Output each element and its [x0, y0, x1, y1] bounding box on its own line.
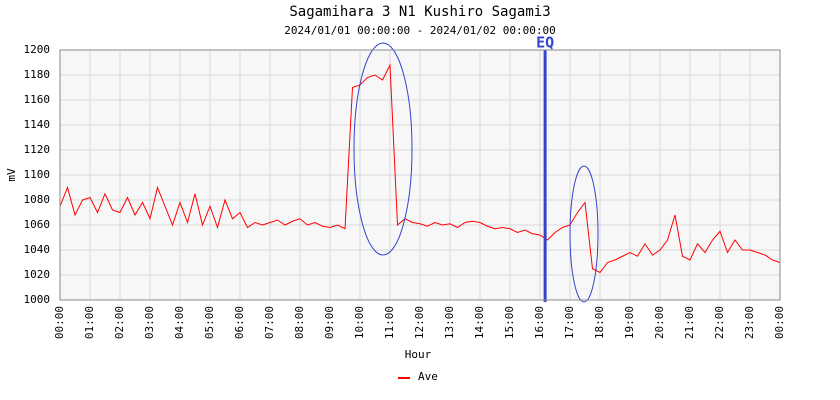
y-tick-label: 1080 [24, 193, 51, 206]
plot-frame [59, 49, 781, 301]
x-tick-label: 03:00 [143, 306, 156, 339]
y-tick-label: 1060 [24, 218, 51, 231]
event-label: EQ [536, 34, 554, 52]
y-tick-label: 1200 [24, 43, 51, 56]
x-tick-label: 21:00 [683, 306, 696, 339]
y-tick-label: 1120 [24, 143, 51, 156]
x-tick-label: 07:00 [263, 306, 276, 339]
x-tick-label: 00:00 [773, 306, 786, 339]
x-tick-label: 23:00 [743, 306, 756, 339]
y-axis-label: mV [5, 168, 18, 182]
chart-title: Sagamihara 3 N1 Kushiro Sagami3 [289, 4, 550, 20]
x-tick-label: 09:00 [323, 306, 336, 339]
y-tick-label: 1040 [24, 243, 51, 256]
x-tick-label: 20:00 [653, 306, 666, 339]
x-tick-label: 13:00 [443, 306, 456, 339]
x-tick-label: 01:00 [83, 306, 96, 339]
x-tick-label: 18:00 [593, 306, 606, 339]
x-tick-label: 11:00 [383, 306, 396, 339]
x-tick-label: 06:00 [233, 306, 246, 339]
y-tick-label: 1180 [24, 68, 51, 81]
y-tick-label: 1000 [24, 293, 51, 306]
x-tick-label: 10:00 [353, 306, 366, 339]
x-tick-label: 00:00 [53, 306, 66, 339]
data-line [59, 63, 781, 274]
y-tick-label: 1020 [24, 268, 51, 281]
y-tick-label: 1100 [24, 168, 51, 181]
y-tick-label: 1140 [24, 118, 51, 131]
highlight-ellipse [353, 42, 413, 256]
x-axis-label: Hour [405, 348, 432, 361]
y-tick-label: 1160 [24, 93, 51, 106]
x-tick-label: 19:00 [623, 306, 636, 339]
x-tick-label: 08:00 [293, 306, 306, 339]
highlight-ellipse [569, 165, 599, 303]
legend-label: Ave [418, 370, 438, 383]
chart-subtitle: 2024/01/01 00:00:00 - 2024/01/02 00:00:0… [284, 24, 556, 37]
x-tick-label: 15:00 [503, 306, 516, 339]
x-tick-label: 12:00 [413, 306, 426, 339]
x-tick-label: 05:00 [203, 306, 216, 339]
x-tick-label: 04:00 [173, 306, 186, 339]
x-tick-label: 02:00 [113, 306, 126, 339]
x-tick-label: 16:00 [533, 306, 546, 339]
x-tick-label: 14:00 [473, 306, 486, 339]
x-tick-label: 17:00 [563, 306, 576, 339]
x-tick-label: 22:00 [713, 306, 726, 339]
